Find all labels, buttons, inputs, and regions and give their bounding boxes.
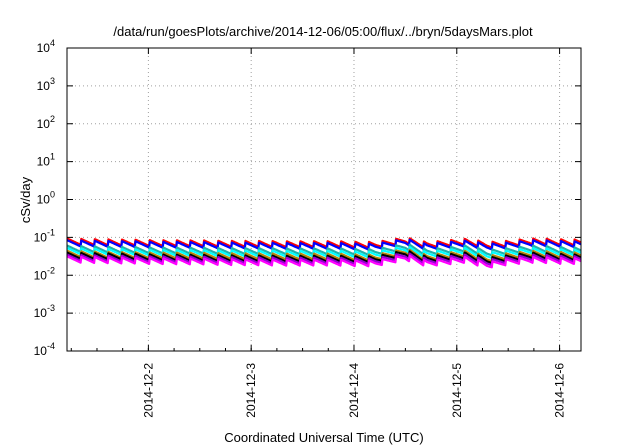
series-line-7 [66, 254, 582, 269]
x-axis-label: Coordinated Universal Time (UTC) [224, 430, 423, 445]
series-line-5 [66, 250, 582, 265]
x-tick-label: 2014-12-4 [347, 363, 361, 418]
y-tick-label: 101 [37, 152, 55, 169]
y-tick-label: 100 [37, 190, 55, 207]
y-tick-label: 104 [37, 38, 55, 55]
y-axis-label: cSv/day [18, 176, 33, 223]
x-tick-label: 2014-12-5 [450, 363, 464, 418]
x-tick-label: 2014-12-2 [141, 363, 155, 418]
x-tick-label: 2014-12-3 [244, 363, 258, 418]
y-tick-label: 102 [37, 114, 55, 131]
y-tick-label: 10-1 [34, 227, 55, 244]
series-line-4 [66, 248, 582, 263]
x-tick-label: 2014-12-6 [553, 363, 567, 418]
series-line-2 [66, 243, 582, 257]
series-layer [66, 237, 582, 269]
chart-title: /data/run/goesPlots/archive/2014-12-06/0… [113, 24, 533, 39]
series-line-0 [66, 237, 582, 249]
series-line-6 [66, 252, 582, 267]
y-tick-label: 10-4 [34, 341, 55, 358]
y-tick-label: 10-3 [34, 303, 55, 320]
series-line-3 [66, 246, 582, 259]
series-line-1 [66, 238, 582, 251]
axis-layer: 10-4 10-3 10-2 10-1 100 101 102 103 104 2014-12-2… [34, 38, 581, 418]
y-tick-label: 10-2 [34, 265, 55, 282]
y-tick-label: 103 [37, 76, 55, 93]
grid-layer [67, 48, 581, 351]
